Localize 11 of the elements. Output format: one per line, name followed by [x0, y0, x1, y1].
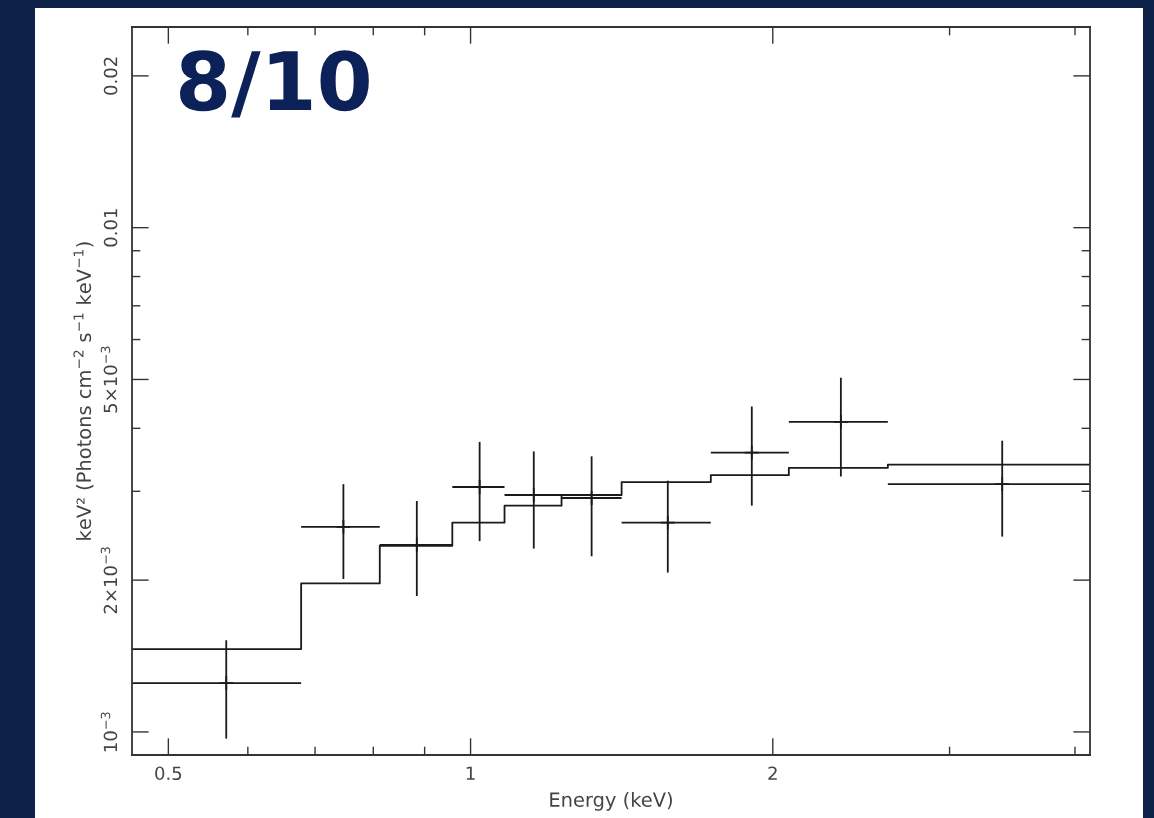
y-tick-label: 10$^{−3}$	[100, 712, 118, 752]
y-tick-label: 2×10$^{−3}$	[100, 547, 118, 614]
y-tick-label: 0.02	[103, 57, 118, 95]
annotation: 8/10	[180, 50, 369, 118]
x-tick-label: 1	[466, 766, 475, 780]
y-tick-label: 0.01	[103, 209, 118, 247]
x-tick-label: 2	[768, 766, 777, 780]
x-tick-label: 0.5	[155, 766, 182, 781]
x-axis-title: Energy (keV)	[550, 791, 672, 811]
y-tick-label: 5×10$^{−3}$	[100, 346, 118, 413]
y-axis-title: keV² (Photons cm$^{−2}$ s$^{−1}$ keV$^{−1}$)	[73, 242, 94, 540]
